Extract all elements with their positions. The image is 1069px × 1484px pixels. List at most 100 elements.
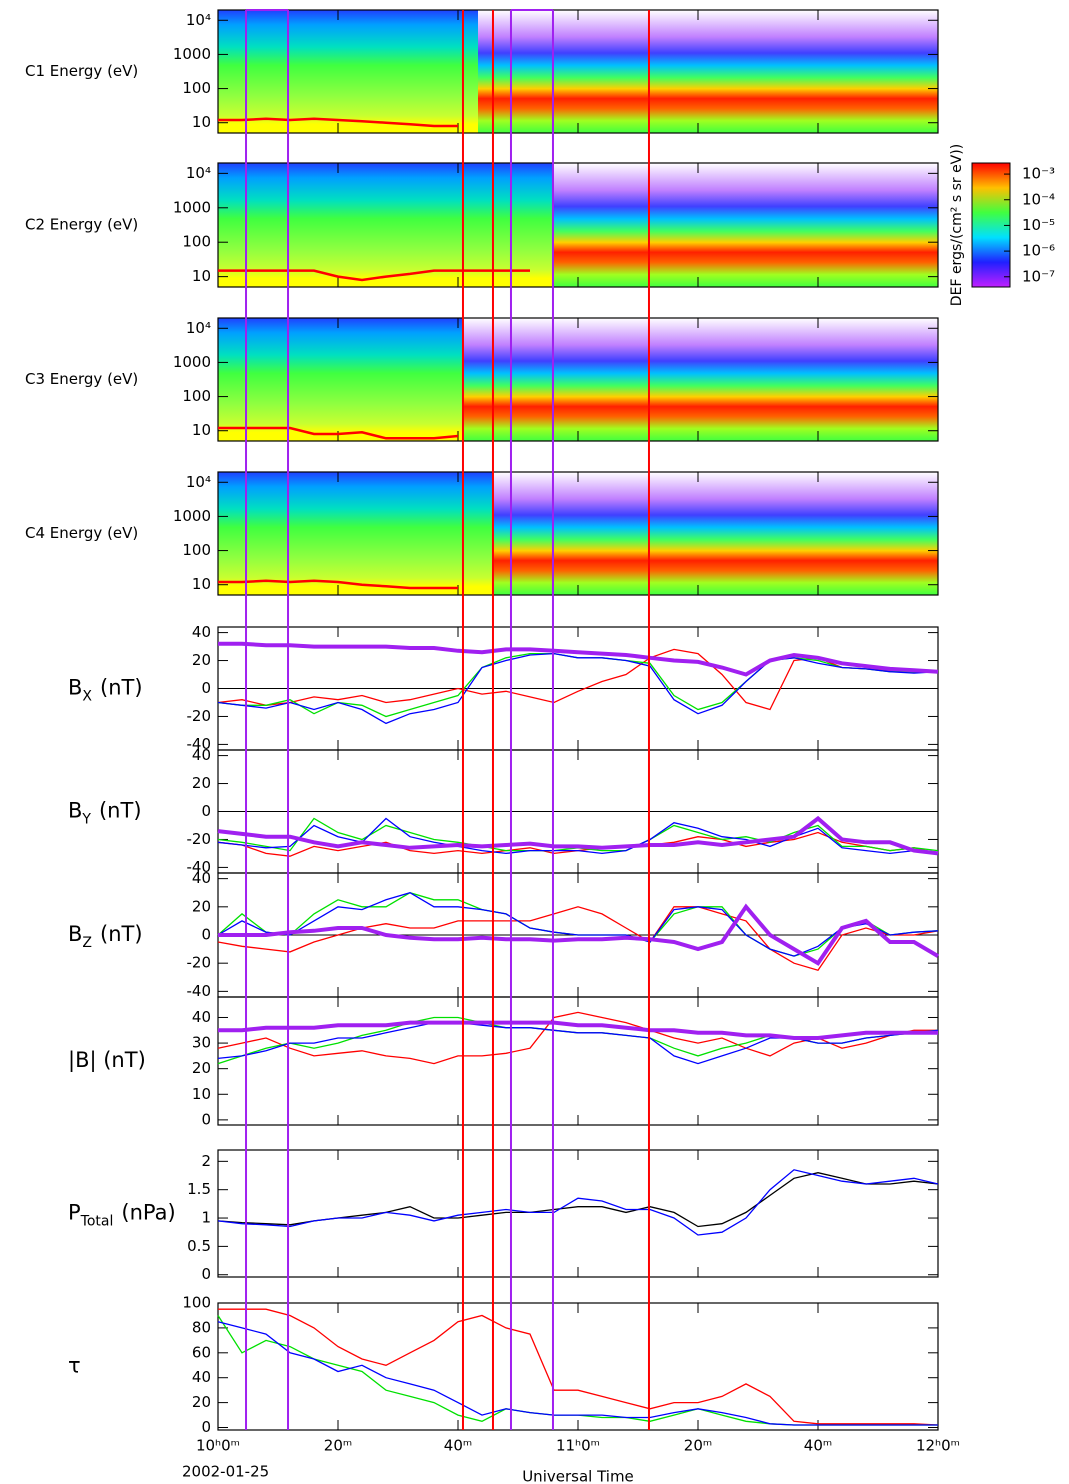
y-axis-label: C4 Energy (eV) <box>25 524 138 542</box>
colorbar <box>971 162 1011 288</box>
x-axis-label: Universal Time <box>522 1468 634 1484</box>
label-sub: Total <box>80 1214 114 1230</box>
y-tick-label: 0 <box>201 1265 211 1283</box>
y-tick-label: 1.5 <box>187 1180 211 1198</box>
colorbar-tick-label: 10⁻⁶ <box>1022 242 1055 260</box>
y-tick-label: -20 <box>187 707 212 725</box>
y-tick-label: 10⁴ <box>186 11 211 29</box>
spectrogram-pre <box>218 163 553 287</box>
series-line <box>217 1021 939 1065</box>
y-tick-label: 100 <box>182 541 211 559</box>
y-tick-label: -40 <box>187 982 212 1000</box>
y-tick-label: 10⁴ <box>186 319 211 337</box>
series-line <box>218 903 940 966</box>
colorbar-tick-label: 10⁻³ <box>1022 165 1055 183</box>
y-tick-label: 100 <box>182 233 211 251</box>
colorbar-label: DEF ergs/(cm² s sr eV)) <box>949 144 965 306</box>
y-tick-label: 20 <box>192 1059 211 1077</box>
series-line <box>218 579 458 590</box>
x-tick-label: 20ᵐ <box>684 1437 712 1455</box>
date-label: 2002-01-25 <box>182 1463 269 1481</box>
y-tick-label: 10 <box>192 113 211 131</box>
spectrogram-post <box>463 318 938 441</box>
label-main: B <box>68 799 82 823</box>
y-tick-label: 20 <box>192 651 211 669</box>
y-tick-label: 60 <box>192 1343 211 1361</box>
panel-frame <box>217 1149 939 1278</box>
y-axis-label: PTotal (nPa) <box>68 1201 176 1230</box>
y-tick-label: -20 <box>187 830 212 848</box>
series-line <box>217 1315 938 1426</box>
colorbar-tick-label: 10⁻⁵ <box>1022 216 1055 234</box>
label-sub: Z <box>82 935 92 951</box>
y-tick-label: 0.5 <box>187 1237 211 1255</box>
y-tick-label: 80 <box>192 1318 211 1336</box>
y-tick-label: 0 <box>201 802 211 820</box>
colorbar-tick-label: 10⁻⁴ <box>1022 190 1055 208</box>
label-unit: (nT) <box>100 922 143 946</box>
y-tick-label: 40 <box>192 869 211 887</box>
y-axis-label: BZ (nT) <box>68 922 143 951</box>
label-unit: (nPa) <box>121 1201 175 1225</box>
y-tick-label: 0 <box>201 1110 211 1128</box>
y-tick-label: 0 <box>201 926 211 944</box>
x-tick-label: 11ʰ0ᵐ <box>556 1437 600 1455</box>
y-tick-label: 10 <box>192 267 211 285</box>
y-axis-label: BX (nT) <box>68 676 143 705</box>
y-tick-label: 1 <box>201 1209 211 1227</box>
y-axis-label: BY (nT) <box>68 799 142 828</box>
y-tick-label: 10 <box>192 421 211 439</box>
y-tick-label: 100 <box>182 1294 211 1312</box>
y-tick-label: -40 <box>187 735 212 753</box>
y-tick-label: 0 <box>201 679 211 697</box>
y-axis-label: C1 Energy (eV) <box>25 62 138 80</box>
series-line <box>217 891 939 957</box>
series-line <box>217 1321 938 1426</box>
spectrogram-pre <box>218 472 493 595</box>
y-axis-label: C2 Energy (eV) <box>25 216 138 234</box>
y-tick-label: 10⁴ <box>186 473 211 491</box>
series-line <box>217 1172 939 1228</box>
y-tick-label: 100 <box>182 387 211 405</box>
y-axis-label: |B| (nT) <box>68 1048 146 1073</box>
label-unit: (nT) <box>100 676 143 700</box>
x-tick-label: 40ᵐ <box>804 1437 832 1455</box>
series-line <box>217 906 939 971</box>
series-line <box>218 641 939 677</box>
label-sub: Y <box>81 812 91 828</box>
y-tick-label: 1000 <box>173 198 211 216</box>
spectrogram-post <box>553 163 938 287</box>
y-tick-label: 10⁴ <box>186 164 211 182</box>
series-line <box>218 269 530 282</box>
series-line <box>218 1020 938 1040</box>
series-line <box>218 1308 939 1426</box>
y-tick-label: 20 <box>192 897 211 915</box>
label-main: P <box>68 1201 81 1225</box>
series-line <box>217 815 939 856</box>
spectrogram-post <box>478 10 938 133</box>
spectrogram-pre <box>218 318 463 441</box>
y-tick-label: 0 <box>201 1418 211 1436</box>
y-tick-label: 10 <box>192 1085 211 1103</box>
y-tick-label: 2 <box>201 1152 211 1170</box>
y-tick-label: 1000 <box>173 45 211 63</box>
y-tick-label: 30 <box>192 1034 211 1052</box>
x-tick-label: 20ᵐ <box>324 1437 352 1455</box>
series-line <box>217 1169 939 1236</box>
series-line <box>218 117 458 128</box>
label-sub: X <box>82 689 92 705</box>
y-tick-label: 1000 <box>173 353 211 371</box>
panel-frame <box>217 996 939 1126</box>
spectrogram-post <box>493 472 938 595</box>
y-axis-label: C3 Energy (eV) <box>25 370 138 388</box>
label-unit: (nT) <box>99 799 142 823</box>
label-main: B <box>68 922 82 946</box>
colorbar-tick-label: 10⁻⁷ <box>1022 267 1055 285</box>
y-tick-label: 100 <box>182 79 211 97</box>
y-tick-label: 20 <box>192 1393 211 1411</box>
spectrogram-pre <box>218 10 478 133</box>
y-tick-label: 40 <box>192 746 211 764</box>
y-tick-label: -40 <box>187 858 212 876</box>
series-line <box>218 426 459 440</box>
